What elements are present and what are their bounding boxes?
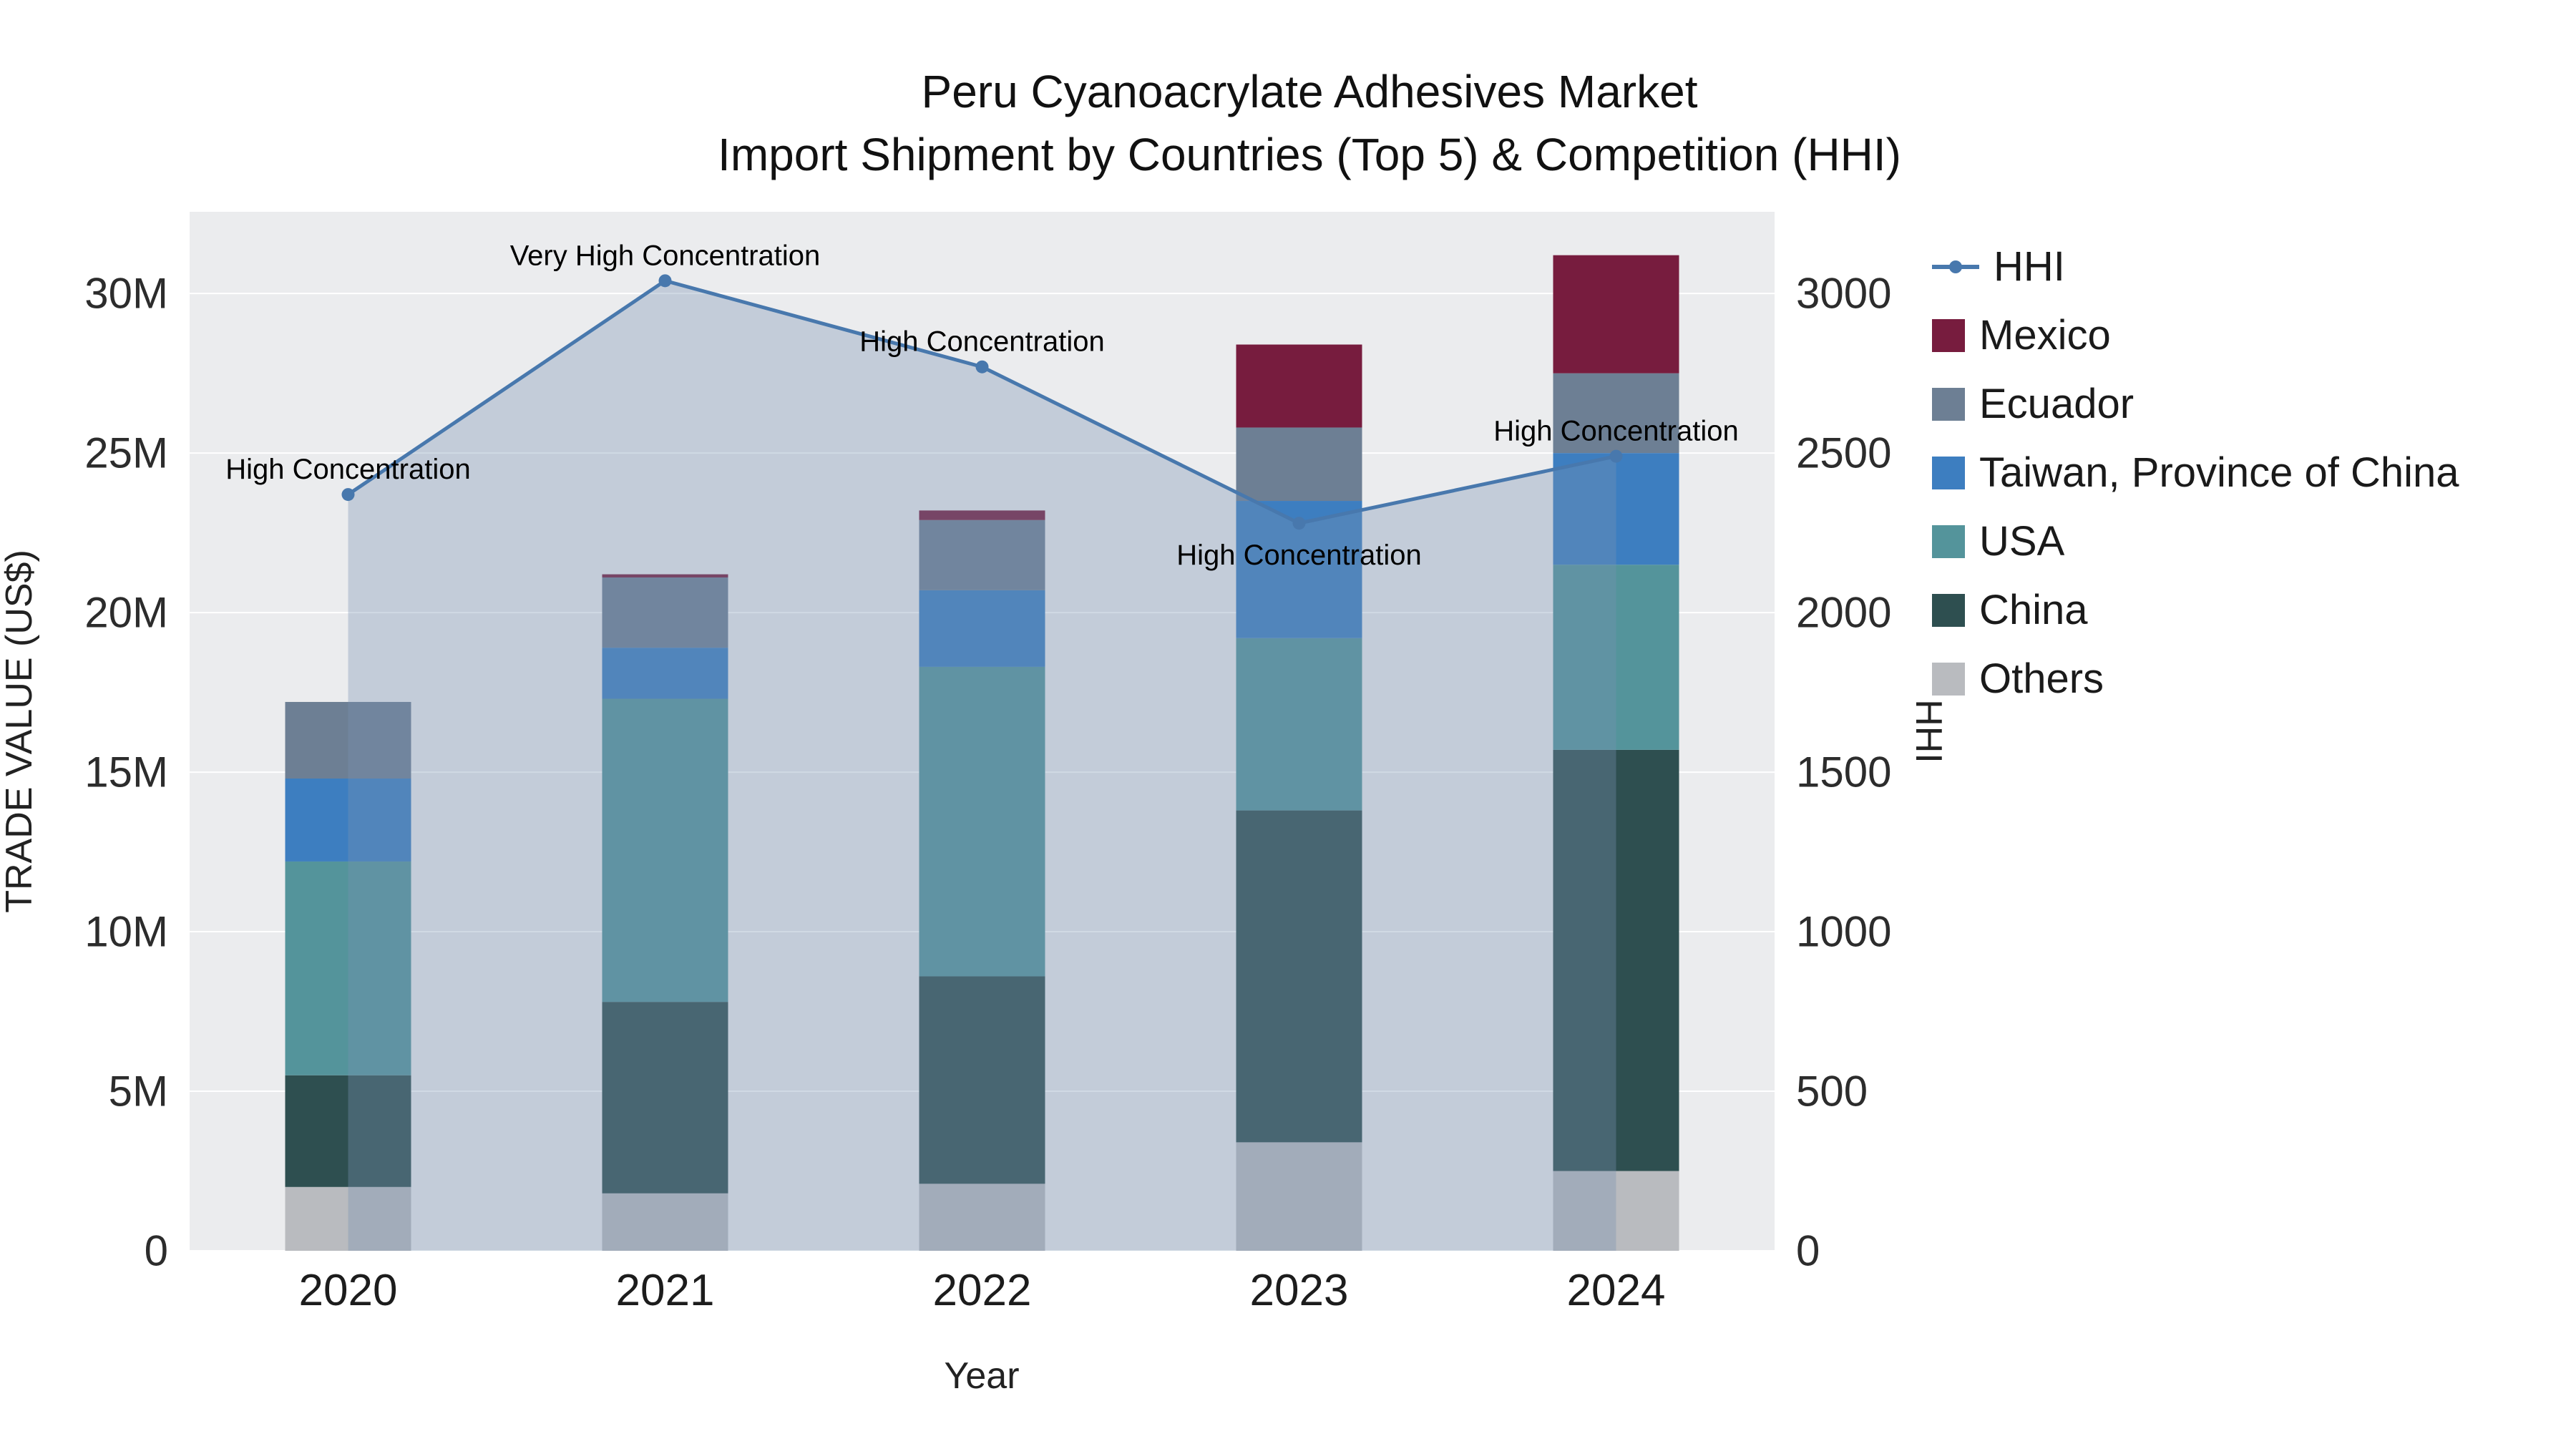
y-left-tick-0: 0 — [145, 1227, 168, 1275]
legend-label-others: Others — [1979, 655, 2104, 702]
legend-item-taiwan-province-of-china[interactable]: Taiwan, Province of China — [1932, 450, 2459, 496]
y-right-tick-1500: 1500 — [1796, 748, 1891, 796]
bar-segment-china-2024 — [1553, 749, 1679, 1171]
annotation-2021: Very High Concentration — [510, 240, 821, 271]
annotation-2023: High Concentration — [1176, 540, 1421, 571]
y-left-tick-5m: 5M — [109, 1068, 168, 1116]
hhi-marker-2022 — [975, 360, 989, 374]
bar-segment-usa-2023 — [1236, 638, 1362, 811]
legend-label-ecuador: Ecuador — [1979, 381, 2135, 427]
legend-swatch-usa — [1932, 525, 1965, 558]
bar-segment-others-2023 — [1236, 1142, 1362, 1251]
legend-item-china[interactable]: China — [1932, 587, 2459, 633]
y-left-tick-10m: 10M — [84, 908, 168, 956]
bar-segment-taiwan-province-of-china-2020 — [285, 779, 411, 862]
bar-segment-usa-2021 — [602, 698, 728, 1002]
x-tick-2024: 2024 — [1567, 1266, 1666, 1315]
bar-segment-usa-2022 — [919, 666, 1045, 977]
hhi-marker-2021 — [658, 274, 672, 288]
annotation-2020: High Concentration — [225, 454, 470, 485]
legend-item-usa[interactable]: USA — [1932, 519, 2459, 565]
legend-label-taiwan-province-of-china: Taiwan, Province of China — [1979, 449, 2459, 496]
y-axis-left-title: TRADE VALUE (US$) — [0, 550, 40, 913]
bar-segment-mexico-2022 — [919, 510, 1045, 520]
bar-segment-usa-2024 — [1553, 565, 1679, 750]
bar-segment-china-2021 — [602, 1002, 728, 1194]
y-left-tick-30m: 30M — [84, 270, 168, 318]
bar-segment-ecuador-2022 — [919, 519, 1045, 590]
bar-segment-mexico-2023 — [1236, 344, 1362, 428]
annotation-2024: High Concentration — [1493, 416, 1738, 447]
hhi-line-swatch-icon — [1932, 250, 1979, 283]
hhi-marker-2023 — [1292, 517, 1306, 530]
y-left-tick-20m: 20M — [84, 589, 168, 637]
x-tick-2021: 2021 — [616, 1266, 715, 1315]
legend-swatch-ecuador — [1932, 388, 1965, 421]
bar-segment-others-2021 — [602, 1193, 728, 1251]
bar-segment-taiwan-province-of-china-2022 — [919, 590, 1045, 667]
chart-title-line1: Peru Cyanoacrylate Adhesives Market — [922, 66, 1698, 117]
plot-layer: 0 5M 10M 15M 20M 25M 30M 0 500 1000 1500 2000 2500 30… — [84, 212, 1891, 1315]
y-right-tick-1000: 1000 — [1796, 908, 1891, 956]
hhi-marker-2024 — [1609, 449, 1623, 463]
hhi-swatch-dot — [1949, 260, 1962, 273]
bar-segment-mexico-2024 — [1553, 255, 1679, 374]
x-axis-title: Year — [944, 1355, 1019, 1397]
bar-segment-ecuador-2020 — [285, 701, 411, 779]
legend-item-ecuador[interactable]: Ecuador — [1932, 381, 2459, 427]
legend-label-china: China — [1979, 587, 2088, 633]
x-tick-2022: 2022 — [933, 1266, 1032, 1315]
y-left-tick-25m: 25M — [84, 429, 168, 477]
bar-segment-others-2020 — [285, 1186, 411, 1251]
legend-swatch-china — [1932, 594, 1965, 627]
legend-swatch-mexico — [1932, 319, 1965, 352]
legend-label-hhi: HHI — [1994, 243, 2065, 290]
bar-segment-others-2022 — [919, 1184, 1045, 1251]
bar-segment-usa-2020 — [285, 861, 411, 1075]
bar-segment-others-2024 — [1553, 1171, 1679, 1251]
bar-segment-ecuador-2024 — [1553, 373, 1679, 454]
bar-segment-taiwan-province-of-china-2021 — [602, 648, 728, 699]
y-right-tick-500: 500 — [1796, 1068, 1868, 1116]
bar-segment-ecuador-2023 — [1236, 427, 1362, 502]
legend-item-hhi[interactable]: HHI — [1932, 244, 2459, 290]
legend-swatch-others — [1932, 663, 1965, 696]
legend: HHI Mexico Ecuador Taiwan, Province of Chin… — [1932, 244, 2459, 725]
annotation-2022: High Concentration — [859, 326, 1104, 358]
x-tick-2023: 2023 — [1250, 1266, 1349, 1315]
y-left-tick-15m: 15M — [84, 748, 168, 796]
legend-swatch-taiwan-province-of-china — [1932, 457, 1965, 489]
chart-title-line2: Import Shipment by Countries (Top 5) & C… — [718, 129, 1901, 180]
bar-segment-china-2022 — [919, 976, 1045, 1184]
bar-segment-taiwan-province-of-china-2024 — [1553, 453, 1679, 565]
y-right-tick-2500: 2500 — [1796, 429, 1891, 477]
y-right-tick-2000: 2000 — [1796, 589, 1891, 637]
bar-segment-mexico-2021 — [602, 574, 728, 578]
legend-item-others[interactable]: Others — [1932, 656, 2459, 702]
bar-segment-china-2023 — [1236, 810, 1362, 1143]
bar-segment-ecuador-2021 — [602, 577, 728, 648]
y-right-tick-0: 0 — [1796, 1227, 1820, 1275]
legend-label-usa: USA — [1979, 518, 2065, 565]
y-axis-right-title: HHI — [1908, 699, 1949, 763]
bar-segment-china-2020 — [285, 1075, 411, 1187]
y-right-tick-3000: 3000 — [1796, 270, 1891, 318]
legend-item-mexico[interactable]: Mexico — [1932, 313, 2459, 358]
hhi-marker-2020 — [341, 488, 355, 502]
x-tick-2020: 2020 — [299, 1266, 398, 1315]
legend-label-mexico: Mexico — [1979, 312, 2111, 358]
